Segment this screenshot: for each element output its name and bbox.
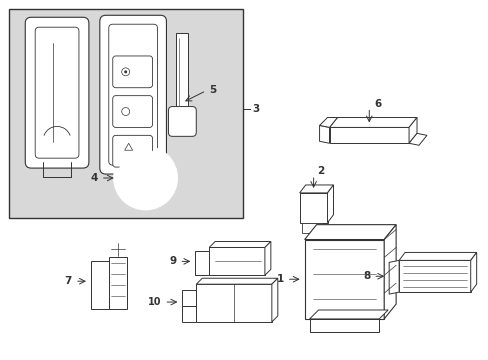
Polygon shape	[299, 193, 327, 223]
Text: 2: 2	[317, 166, 324, 176]
Polygon shape	[384, 225, 395, 319]
Text: 3: 3	[251, 104, 259, 113]
Text: 4: 4	[90, 173, 98, 183]
Polygon shape	[271, 278, 277, 322]
Polygon shape	[195, 251, 209, 275]
Polygon shape	[327, 185, 333, 223]
Polygon shape	[470, 252, 476, 292]
Text: 6: 6	[373, 99, 381, 109]
Text: 8: 8	[362, 271, 369, 281]
Text: 9: 9	[169, 256, 176, 266]
Polygon shape	[309, 319, 379, 332]
Polygon shape	[209, 242, 270, 247]
Circle shape	[124, 70, 127, 73]
Polygon shape	[301, 223, 321, 233]
Polygon shape	[398, 260, 470, 292]
Polygon shape	[108, 257, 126, 309]
Polygon shape	[196, 278, 277, 284]
Polygon shape	[319, 117, 337, 127]
Polygon shape	[196, 284, 271, 322]
Polygon shape	[398, 252, 476, 260]
Polygon shape	[182, 306, 196, 322]
Polygon shape	[309, 310, 387, 319]
FancyBboxPatch shape	[113, 96, 152, 127]
Polygon shape	[124, 143, 132, 150]
Text: 5: 5	[209, 85, 216, 95]
Text: 10: 10	[148, 297, 161, 307]
Polygon shape	[304, 239, 384, 319]
Circle shape	[118, 150, 173, 206]
Bar	[9, 9, 243, 218]
FancyBboxPatch shape	[25, 17, 89, 168]
Polygon shape	[329, 117, 416, 127]
Polygon shape	[91, 261, 108, 309]
Polygon shape	[319, 125, 329, 143]
Polygon shape	[329, 127, 408, 143]
Polygon shape	[182, 290, 196, 306]
Polygon shape	[408, 133, 426, 145]
Polygon shape	[408, 117, 416, 143]
Polygon shape	[209, 247, 264, 275]
Circle shape	[177, 117, 187, 126]
FancyBboxPatch shape	[108, 24, 157, 165]
FancyBboxPatch shape	[168, 107, 196, 136]
Polygon shape	[264, 242, 270, 275]
Circle shape	[111, 243, 124, 256]
Polygon shape	[176, 33, 188, 113]
Circle shape	[114, 146, 177, 210]
Polygon shape	[388, 260, 398, 294]
Polygon shape	[304, 225, 395, 239]
Polygon shape	[299, 185, 333, 193]
FancyBboxPatch shape	[113, 135, 152, 167]
FancyBboxPatch shape	[100, 15, 166, 174]
FancyBboxPatch shape	[113, 56, 152, 88]
Text: 1: 1	[276, 274, 283, 284]
Text: 7: 7	[64, 276, 72, 286]
FancyBboxPatch shape	[35, 27, 79, 158]
